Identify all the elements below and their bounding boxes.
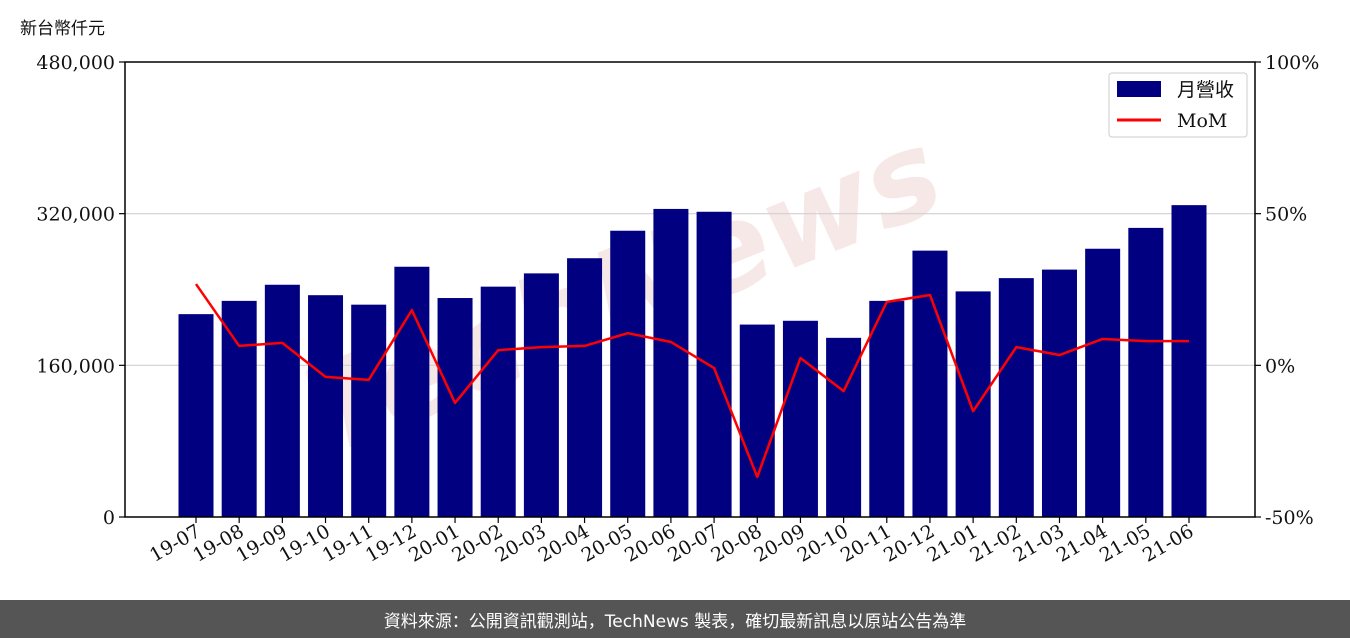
bar-20-12: [912, 250, 948, 517]
bar-21-03: [1041, 269, 1077, 517]
bar-20-06: [653, 208, 689, 518]
bar-20-09: [782, 320, 818, 517]
legend-bar-swatch: [1117, 81, 1161, 97]
right-tick-label: -50%: [1265, 507, 1314, 529]
right-tick-label: 50%: [1265, 204, 1307, 226]
plot-frame: [124, 61, 1256, 518]
revenue-chart: TechNews0160,000320,000480,000-50%0%50%1…: [36, 52, 1319, 567]
left-tick-label: 160,000: [36, 355, 115, 377]
y-axis-unit-label: 新台幣仟元: [20, 19, 105, 39]
bar-19-07: [178, 314, 214, 517]
right-tick-label: 0%: [1265, 355, 1295, 377]
bar-21-06: [1171, 205, 1207, 517]
bar-19-11: [351, 304, 387, 517]
bar-21-01: [955, 291, 991, 517]
right-tick-label: 100%: [1265, 52, 1319, 74]
bar-19-12: [394, 266, 430, 517]
bar-20-02: [480, 286, 516, 517]
left-tick-label: 480,000: [36, 52, 115, 74]
bar-20-11: [869, 300, 905, 517]
bar-19-08: [221, 300, 257, 517]
source-footer: 資料來源：公開資訊觀測站，TechNews 製表，確切最新訊息以原站公告為準: [0, 600, 1350, 638]
bar-20-08: [739, 324, 775, 517]
bar-19-09: [264, 284, 300, 517]
bar-20-04: [567, 258, 603, 517]
x-tick-label: 21-06: [1139, 520, 1197, 566]
mom-line: [194, 283, 1189, 479]
bar-20-03: [523, 273, 559, 517]
bar-20-05: [610, 230, 646, 517]
legend-label-mom: MoM: [1177, 110, 1227, 132]
bar-20-01: [437, 298, 473, 517]
legend-label-revenue: 月營收: [1177, 79, 1234, 101]
bar-20-07: [696, 211, 732, 518]
left-tick-label: 320,000: [36, 204, 115, 226]
bar-21-02: [998, 278, 1034, 517]
bar-21-04: [1085, 248, 1121, 518]
bar-19-10: [308, 295, 344, 517]
bar-21-05: [1128, 227, 1164, 517]
left-tick-label: 0: [103, 507, 115, 529]
